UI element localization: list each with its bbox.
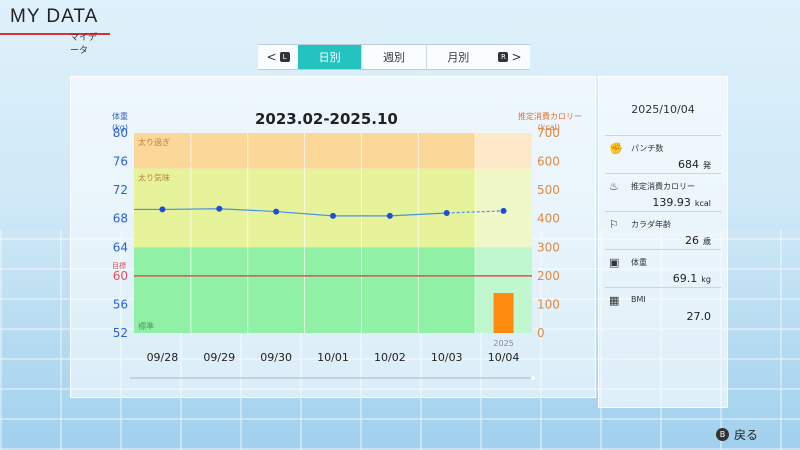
body-age-unit: 歳: [703, 237, 711, 246]
summary-label: 体重: [631, 258, 647, 267]
glove-icon: ✊: [609, 142, 623, 155]
page-header: MY DATA マイデータ: [0, 6, 110, 56]
chevron-right-icon: >: [511, 50, 522, 64]
flame-icon: ♨: [609, 180, 619, 193]
calculator-icon: ▦: [609, 294, 620, 307]
summary-label: カラダ年齢: [631, 220, 671, 229]
daily-summary-panel: 2025/10/04 ✊ パンチ数 684 発 ♨ 推定消費カロリー 139.93…: [598, 76, 728, 408]
summary-date: 2025/10/04: [631, 103, 695, 116]
summary-row-bmi: ▦ BMI 27.0: [605, 287, 721, 326]
punch-count-value: 684: [678, 158, 699, 171]
page-subtitle: マイデータ: [70, 33, 98, 56]
tab-weekly[interactable]: 週別: [361, 45, 425, 69]
muscle-icon: ⚐: [609, 218, 619, 231]
summary-row-body-age: ⚐ カラダ年齢 26 歳: [605, 211, 721, 250]
summary-label: パンチ数: [631, 144, 664, 153]
chevron-left-icon: <: [266, 50, 277, 64]
tab-daily[interactable]: 日別: [298, 45, 362, 69]
summary-row-punches: ✊ パンチ数 684 発: [605, 135, 721, 174]
back-button[interactable]: B 戻る: [716, 426, 758, 443]
title-underline: [0, 33, 110, 35]
summary-value: 139.93 kcal: [652, 196, 711, 209]
summary-label: 推定消費カロリー: [631, 182, 695, 191]
summary-value: 27.0: [687, 310, 712, 323]
scale-icon: ▣: [609, 256, 620, 269]
summary-row-calories: ♨ 推定消費カロリー 139.93 kcal: [605, 173, 721, 212]
r-button-icon: R: [498, 52, 509, 62]
summary-value: 69.1 kg: [673, 272, 711, 285]
weight-unit: kg: [701, 275, 711, 284]
l-button-icon: L: [279, 52, 290, 62]
summary-row-weight: ▣ 体重 69.1 kg: [605, 249, 721, 288]
next-period-button[interactable]: R >: [490, 45, 530, 69]
body-age-value: 26: [685, 234, 699, 247]
weight-value: 69.1: [672, 272, 698, 285]
summary-value: 684 発: [678, 158, 711, 171]
page-title: MY DATA: [10, 6, 99, 27]
chart-title: 2023.02-2025.10: [255, 110, 398, 128]
period-tabs: < L 日別 週別 月別 R >: [258, 44, 530, 70]
tab-monthly[interactable]: 月別: [425, 45, 490, 69]
prev-period-button[interactable]: < L: [258, 45, 298, 69]
calorie-value: 139.93: [652, 196, 691, 209]
summary-value: 26 歳: [685, 234, 711, 247]
back-label: 戻る: [734, 428, 759, 442]
bmi-value: 27.0: [686, 310, 712, 323]
b-button-icon: B: [716, 428, 729, 441]
summary-label: BMI: [631, 295, 646, 304]
punch-count-unit: 発: [703, 161, 711, 170]
calorie-unit: kcal: [694, 199, 711, 208]
